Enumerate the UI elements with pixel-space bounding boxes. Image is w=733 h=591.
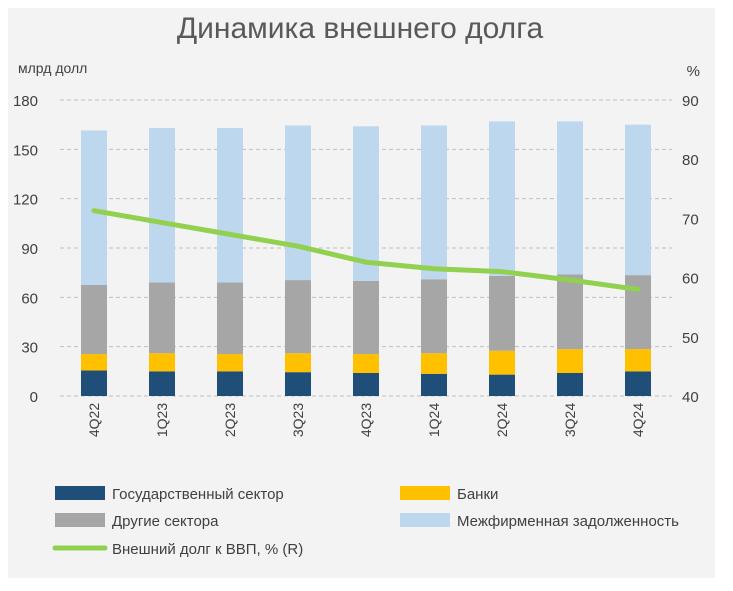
bar-segment — [421, 373, 447, 396]
legend-swatch — [400, 486, 450, 500]
bar-segment — [217, 354, 243, 372]
series-line — [91, 208, 641, 292]
bar-segment — [217, 371, 243, 396]
y-tick-label: 90 — [21, 241, 38, 258]
y-tick-label: 60 — [21, 290, 38, 307]
x-tick-label: 2Q24 — [494, 403, 510, 437]
y2-tick-label: 40 — [682, 389, 699, 406]
bar-segment — [353, 372, 379, 396]
chart-title: Динамика внешнего долга — [177, 12, 544, 45]
bar-segment — [557, 349, 583, 373]
bar-segment — [149, 127, 175, 283]
legend-label: Государственный сектор — [112, 486, 284, 503]
y2-tick-label: 50 — [682, 330, 699, 347]
bar-segment — [557, 274, 583, 350]
x-tick-label: 2Q23 — [222, 403, 238, 437]
x-tick-label: 4Q23 — [358, 403, 374, 437]
legend-swatch — [55, 486, 105, 500]
legend: Государственный сектор Банки Другие сектор… — [52, 486, 679, 558]
bar-segment — [353, 354, 379, 373]
bar-segment — [353, 126, 379, 281]
bar-segment — [421, 279, 447, 354]
legend-label: Банки — [457, 486, 498, 503]
bar-segment — [557, 121, 583, 275]
bar-segment — [285, 372, 311, 396]
bar-segment — [489, 121, 515, 276]
y2-tick-label: 80 — [682, 152, 699, 169]
y-tick-label: 0 — [30, 389, 38, 406]
bar-segment — [625, 124, 651, 276]
x-tick-label: 4Q24 — [630, 403, 646, 437]
bar-segment — [285, 280, 311, 354]
bar-segment — [489, 275, 515, 351]
y-axis-label: млрд долл — [18, 60, 87, 76]
bar-segment — [285, 353, 311, 373]
bar-segment — [353, 280, 379, 355]
legend-label: Межфирменная задолженность — [457, 513, 679, 530]
bar-segment — [421, 353, 447, 374]
x-tick-label: 4Q22 — [86, 403, 102, 437]
bar-segment — [149, 282, 175, 354]
bar-segment — [81, 130, 107, 285]
bar-segment — [149, 371, 175, 396]
x-tick-label: 1Q23 — [154, 403, 170, 437]
y2-tick-label: 70 — [682, 211, 699, 228]
y-tick-label: 180 — [13, 93, 38, 110]
bar-segment — [625, 349, 651, 372]
legend-swatch — [400, 513, 450, 527]
y2-axis-label: % — [687, 63, 700, 80]
bar-segment — [489, 374, 515, 396]
bars — [81, 121, 651, 396]
bar-segment — [285, 125, 311, 281]
bar-segment — [421, 125, 447, 280]
y2-tick-label: 60 — [682, 271, 699, 288]
bar-segment — [489, 350, 515, 375]
bar-segment — [217, 127, 243, 283]
legend-label: Другие сектора — [112, 513, 219, 530]
x-tick-label: 1Q24 — [426, 403, 442, 437]
y-tick-label: 150 — [13, 142, 38, 159]
y2-tick-label: 90 — [682, 93, 699, 110]
bar-segment — [625, 371, 651, 396]
x-tick-label: 3Q24 — [562, 403, 578, 437]
y-tick-label: 120 — [13, 192, 38, 209]
bar-segment — [217, 282, 243, 355]
line-series — [91, 208, 641, 292]
bar-segment — [81, 354, 107, 371]
bar-segment — [81, 370, 107, 396]
bar-segment — [81, 285, 107, 355]
legend-label: Внешний долг к ВВП, % (R) — [112, 541, 303, 558]
axis-ticks: 0 30 60 90 120 150 180 40 50 60 70 80 90 4Q22 1Q23 2Q23… — [13, 93, 699, 437]
x-tick-label: 3Q23 — [290, 403, 306, 437]
y-tick-label: 30 — [21, 340, 38, 357]
bar-segment — [149, 353, 175, 372]
bar-segment — [557, 372, 583, 396]
legend-swatch — [55, 513, 105, 527]
